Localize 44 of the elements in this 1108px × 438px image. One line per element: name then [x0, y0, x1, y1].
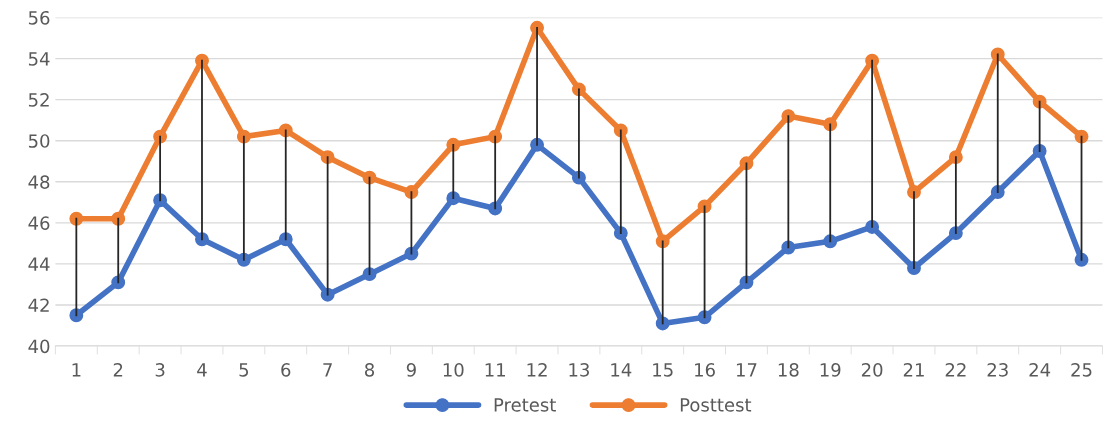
- x-tick-label: 4: [197, 363, 207, 377]
- point: [739, 156, 754, 171]
- x-tick-label: 14: [611, 363, 632, 377]
- x-tick-label: 17: [736, 363, 757, 377]
- x-tick-label: 18: [778, 363, 799, 377]
- legend-label: Pretest: [494, 398, 556, 412]
- x-tick-label: 15: [653, 363, 673, 377]
- y-tick-label: 54: [28, 52, 50, 66]
- x-tick-label: 8: [365, 363, 375, 377]
- y-tick-label: 40: [28, 339, 50, 354]
- y-tick-label: 48: [28, 175, 50, 189]
- point: [697, 310, 712, 325]
- point: [1074, 252, 1089, 267]
- x-tick-label: 16: [695, 363, 715, 377]
- y-tick-label: 50: [28, 134, 50, 148]
- x-tick-label: 7: [323, 363, 332, 377]
- x-tick-label: 1: [72, 363, 81, 377]
- x-tick-label: 2: [113, 363, 123, 377]
- x-tick-label: 11: [485, 363, 505, 377]
- x-tick-label: 24: [1029, 363, 1051, 377]
- point: [362, 170, 377, 185]
- x-tick-label: 12: [527, 363, 547, 377]
- y-tick-label: 42: [28, 298, 49, 312]
- y-tick-label: 44: [28, 257, 50, 271]
- x-tick-label: 22: [945, 363, 966, 377]
- x-tick-label: 19: [820, 363, 841, 377]
- x-tick-label: 6: [281, 363, 291, 377]
- x-tick-label: 21: [903, 363, 924, 377]
- x-tick-label: 9: [406, 363, 416, 377]
- legend-label: Posttest: [680, 398, 752, 412]
- point: [362, 267, 377, 282]
- x-tick-label: 25: [1071, 363, 1092, 377]
- x-tick-label: 10: [443, 363, 464, 377]
- y-tick-label: 56: [28, 10, 50, 25]
- point: [739, 275, 754, 290]
- point: [1074, 129, 1089, 144]
- x-tick-label: 3: [155, 363, 165, 377]
- x-tick-label: 23: [987, 363, 1008, 377]
- point: [697, 199, 712, 214]
- x-tick-label: 13: [569, 363, 589, 377]
- x-tick-label: 5: [239, 363, 249, 377]
- x-tick-label: 20: [861, 363, 883, 377]
- y-tick-label: 46: [28, 216, 50, 230]
- y-tick-label: 52: [28, 93, 49, 107]
